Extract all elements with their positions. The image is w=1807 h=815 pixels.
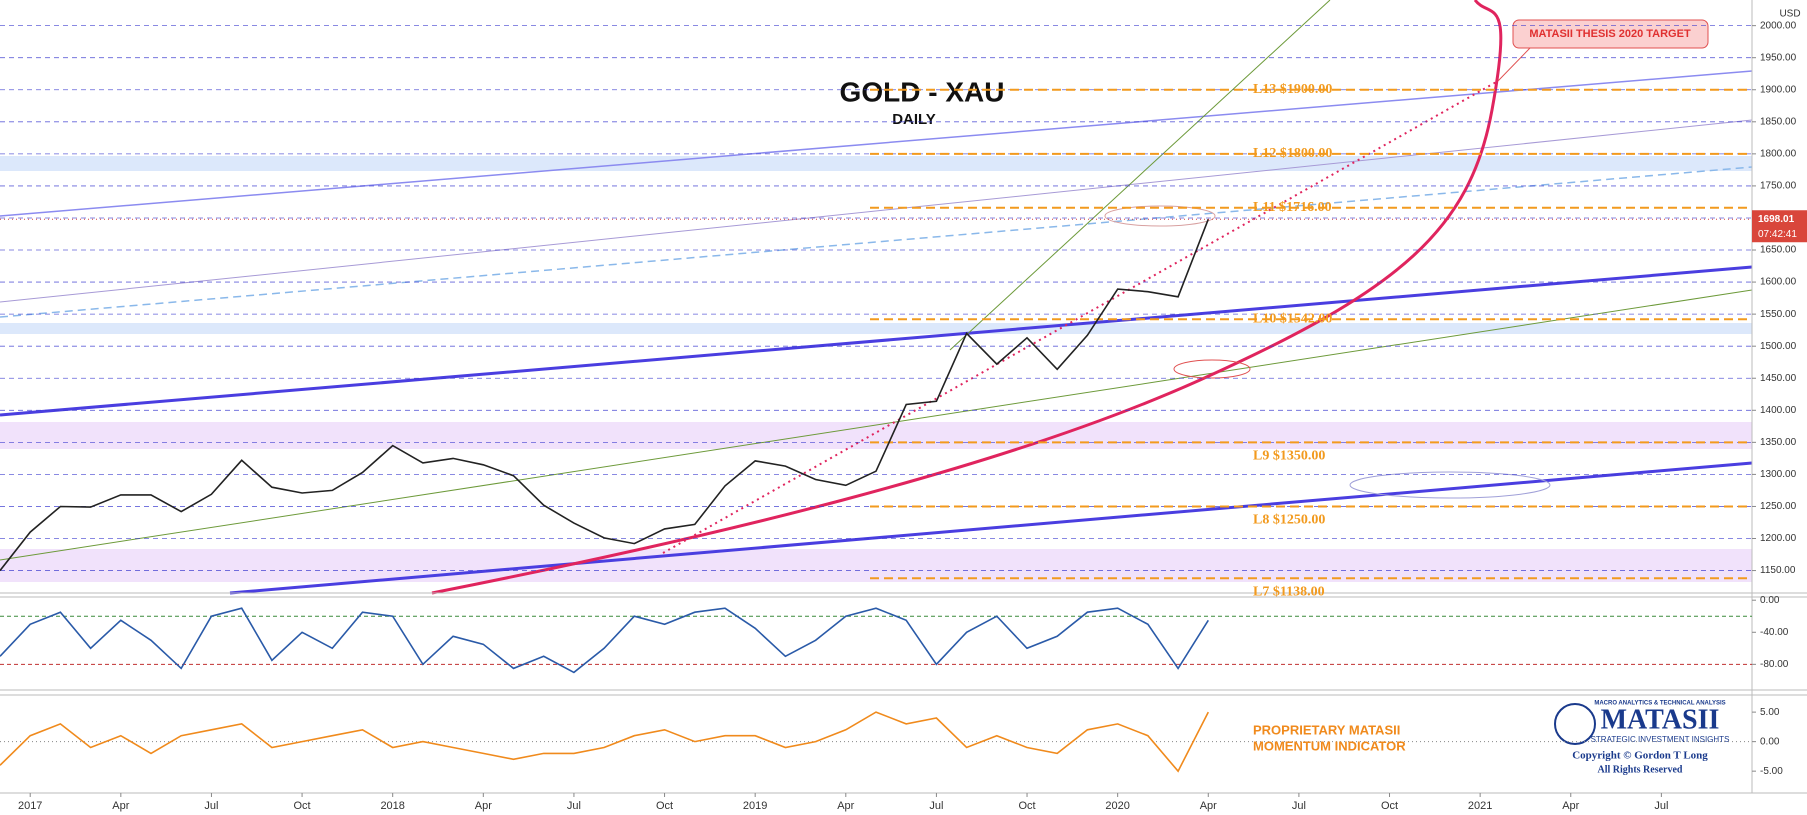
trend-line bbox=[0, 289, 1753, 561]
y-tick-label: 1900.00 bbox=[1760, 84, 1797, 95]
y-tick-label: 1600.00 bbox=[1760, 277, 1797, 288]
level-label: L11 $1716.00 bbox=[1253, 200, 1332, 215]
level-label: L13 $1900.00 bbox=[1253, 82, 1332, 97]
x-tick-label: Apr bbox=[1562, 800, 1579, 812]
zone bbox=[0, 156, 1752, 171]
trend-line bbox=[229, 461, 1753, 595]
y-tick-label: 1550.00 bbox=[1760, 309, 1797, 320]
y-tick-label: 1350.00 bbox=[1760, 437, 1797, 448]
drawings bbox=[0, 0, 1753, 595]
y-tick-label: 1650.00 bbox=[1760, 245, 1797, 256]
x-tick-label: Apr bbox=[475, 800, 492, 812]
y-tick-label: 1400.00 bbox=[1760, 405, 1797, 416]
level-label: L8 $1250.00 bbox=[1253, 513, 1325, 528]
y-tick-label: 2000.00 bbox=[1760, 20, 1797, 31]
x-tick-label: Oct bbox=[656, 800, 673, 812]
x-tick-label: Oct bbox=[294, 800, 311, 812]
zone bbox=[0, 549, 1752, 582]
trend-line bbox=[0, 70, 1753, 217]
marker bbox=[1173, 359, 1251, 379]
indicator-label: PROPRIETARY MATASII bbox=[1253, 722, 1400, 737]
x-tick-label: 2020 bbox=[1105, 800, 1129, 812]
x-tick-label: Jul bbox=[204, 800, 218, 812]
x-tick-label: 2021 bbox=[1468, 800, 1492, 812]
x-tick-label: Apr bbox=[1200, 800, 1217, 812]
y-tick-label: 1450.00 bbox=[1760, 373, 1797, 384]
y-tick-label: 5.00 bbox=[1760, 707, 1780, 718]
rights: All Rights Reserved bbox=[1598, 764, 1683, 775]
chart-title: GOLD - XAU bbox=[840, 76, 1005, 107]
logo-box bbox=[1550, 697, 1730, 781]
zone bbox=[0, 323, 1752, 334]
logo: MACRO ANALYTICS & TECHNICAL ANALYSIS MAT… bbox=[1550, 697, 1730, 781]
x-tick-label: Jul bbox=[1292, 800, 1306, 812]
marker bbox=[1349, 471, 1551, 499]
countdown: 07:42:41 bbox=[1758, 229, 1797, 240]
indicator-label: MOMENTUM INDICATOR bbox=[1253, 738, 1406, 753]
y-tick-label: -40.00 bbox=[1760, 627, 1789, 638]
y-tick-label: 1800.00 bbox=[1760, 149, 1797, 160]
x-tick-label: Jul bbox=[1654, 800, 1668, 812]
logo-name: MATASII bbox=[1601, 704, 1720, 735]
y-tick-label: 1950.00 bbox=[1760, 52, 1797, 63]
x-tick-label: Oct bbox=[1018, 800, 1035, 812]
last-price-tag bbox=[1752, 210, 1807, 243]
axis-label: USD bbox=[1779, 9, 1800, 20]
y-tick-label: 1300.00 bbox=[1760, 469, 1797, 480]
y-tick-label: 1500.00 bbox=[1760, 341, 1797, 352]
target-line bbox=[662, 80, 1499, 554]
annotation-box bbox=[1512, 19, 1709, 49]
last-price-label: 1698.01 bbox=[1758, 214, 1795, 225]
x-tick-label: Apr bbox=[837, 800, 854, 812]
zone bbox=[0, 422, 1752, 449]
parabola bbox=[431, 0, 1503, 595]
trend-line bbox=[0, 166, 1753, 318]
logo-tagline: MACRO ANALYTICS & TECHNICAL ANALYSIS bbox=[1594, 701, 1725, 707]
y-tick-label: -5.00 bbox=[1760, 766, 1783, 777]
level-label: L9 $1350.00 bbox=[1253, 449, 1325, 464]
y-tick-label: 1750.00 bbox=[1760, 181, 1797, 192]
x-tick-label: Jul bbox=[929, 800, 943, 812]
y-tick-label: 0.00 bbox=[1760, 595, 1780, 606]
x-tick-label: 2018 bbox=[380, 800, 404, 812]
x-tick-label: 2017 bbox=[18, 800, 42, 812]
annotation-pointer bbox=[1497, 47, 1531, 82]
trend-line bbox=[0, 119, 1753, 303]
x-tick-label: 2019 bbox=[743, 800, 767, 812]
marker bbox=[1104, 205, 1216, 227]
y-tick-label: 1150.00 bbox=[1760, 565, 1796, 576]
y-tick-label: -80.00 bbox=[1760, 659, 1789, 670]
level-label: L12 $1800.00 bbox=[1253, 146, 1332, 161]
x-tick-label: Oct bbox=[1381, 800, 1398, 812]
x-tick-label: Apr bbox=[112, 800, 129, 812]
chart-subtitle: DAILY bbox=[892, 111, 936, 128]
copyright: Copyright © Gordon T Long bbox=[1572, 750, 1708, 762]
trend-line bbox=[949, 0, 1331, 351]
x-tick-label: Jul bbox=[567, 800, 581, 812]
series-line bbox=[0, 711, 1210, 773]
logo-subtitle: STRATEGIC INVESTMENT INSIGHTS bbox=[1591, 735, 1730, 744]
series-line bbox=[0, 218, 1210, 572]
level-label: L7 $1138.00 bbox=[1253, 584, 1325, 599]
logo-emblem bbox=[1554, 703, 1596, 745]
y-tick-label: 0.00 bbox=[1760, 736, 1780, 747]
series-line bbox=[0, 607, 1209, 674]
level-label: L10 $1542.00 bbox=[1253, 311, 1332, 326]
y-tick-label: 1250.00 bbox=[1760, 501, 1797, 512]
y-tick-label: 1200.00 bbox=[1760, 533, 1797, 544]
annotation: MATASII THESIS 2020 TARGET bbox=[1529, 28, 1691, 40]
y-tick-label: 1850.00 bbox=[1760, 116, 1797, 127]
trend-line bbox=[0, 265, 1753, 417]
